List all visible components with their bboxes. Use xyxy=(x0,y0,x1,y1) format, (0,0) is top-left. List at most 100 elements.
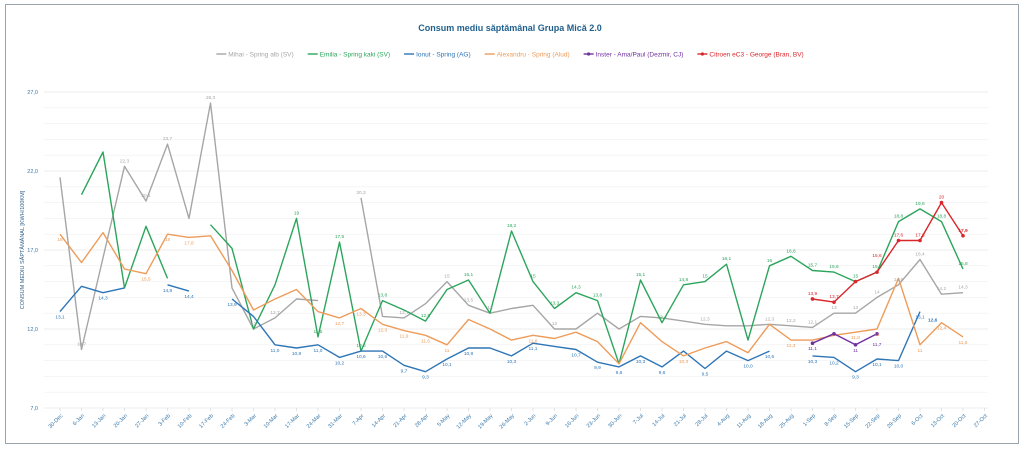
data-label: 14,8 xyxy=(679,277,689,283)
data-label: 18,2 xyxy=(507,223,517,229)
data-label: 13,7 xyxy=(829,294,839,300)
x-tick-label: 4-Aug xyxy=(716,413,731,428)
data-label: 13,8 xyxy=(378,293,388,299)
data-label: 12,3 xyxy=(765,316,775,322)
data-label: 10,2 xyxy=(829,360,839,366)
x-tick-label: 24-Mar xyxy=(306,413,323,430)
x-tick-label: 24-Feb xyxy=(220,413,237,430)
x-tick-label: 27-Jan xyxy=(134,413,150,429)
data-label: 13 xyxy=(831,305,837,311)
data-label: 14,4 xyxy=(184,294,194,300)
x-axis: 30-Dec 6-Jan 13-Jan 20-Jan 27-Jan 3-Feb 10-Feb… xyxy=(48,408,989,430)
data-label: 13,8 xyxy=(593,293,603,299)
data-label: 9,9 xyxy=(594,365,601,371)
x-tick-label: 9-Jun xyxy=(545,413,559,427)
series-line xyxy=(812,333,878,346)
data-point xyxy=(875,331,879,336)
x-tick-label: 23-Jun xyxy=(586,413,602,429)
x-tick-label: 6-Oct xyxy=(911,413,925,427)
y-tick-label: 17,0 xyxy=(27,248,38,254)
data-point xyxy=(875,270,879,274)
series-line xyxy=(80,151,964,365)
data-label: 12,3 xyxy=(700,316,710,322)
data-label: 15,7 xyxy=(808,263,818,269)
data-point xyxy=(939,200,944,205)
data-label: 17,5 xyxy=(335,234,345,240)
series-0 xyxy=(59,102,964,351)
annotation-label: 12,6 xyxy=(928,318,938,324)
data-label: 17,9 xyxy=(958,228,968,234)
legend-item: Ionut - Spring (AG) xyxy=(404,52,471,59)
chart-title: Consum mediu săptămânal Grupa Mică 2.0 xyxy=(418,23,602,33)
data-label: 10,3 xyxy=(507,359,517,365)
data-label: 14,3 xyxy=(571,285,581,291)
series-1 xyxy=(80,151,964,365)
data-label: 17,6 xyxy=(915,233,925,239)
data-label: 13,3 xyxy=(356,311,366,317)
data-label: 11,1 xyxy=(529,346,538,352)
data-label: 15,1 xyxy=(464,272,474,278)
data-label: 12 xyxy=(251,321,257,327)
data-label: 13,3 xyxy=(550,300,560,306)
data-label: 16,1 xyxy=(722,256,732,262)
data-label: 12,7 xyxy=(399,310,409,316)
data-label: 9,3 xyxy=(422,375,429,381)
x-tick-label: 28-Apr xyxy=(414,413,430,429)
data-label: 19,6 xyxy=(915,201,925,207)
x-tick-label: 31-Mar xyxy=(327,413,344,430)
x-tick-label: 30-Dec xyxy=(48,413,65,430)
data-label: 15,6 xyxy=(872,253,882,259)
data-label: 11,5 xyxy=(959,340,968,346)
data-label: 18,8 xyxy=(894,214,904,220)
data-label: 15,1 xyxy=(636,272,646,278)
data-label: 10,3 xyxy=(679,359,689,365)
data-label: 10,1 xyxy=(442,362,452,368)
data-label: 14,3 xyxy=(958,285,968,291)
data-label: 16 xyxy=(767,258,773,264)
series-line xyxy=(812,201,964,303)
x-tick-label: 26-May xyxy=(499,413,516,430)
legend-marker xyxy=(700,52,704,56)
data-label: 11 xyxy=(918,348,923,354)
x-tick-label: 25-Aug xyxy=(779,413,796,430)
x-tick-label: 19-May xyxy=(477,413,494,430)
legend-item: Emilia - Spring kaki (SV) xyxy=(307,52,390,59)
x-tick-label: 5-May xyxy=(436,413,451,428)
data-point xyxy=(853,343,858,347)
data-labels: 10,7 22,3 20,1 23,7 26,3 12 12,7 20,3 12,7 15 13,5… xyxy=(55,95,968,381)
data-label: 9,7 xyxy=(401,368,408,374)
data-label: 11,8 xyxy=(851,335,860,341)
series-4 xyxy=(810,331,879,347)
data-label: 11,3 xyxy=(787,343,796,349)
data-label: 12 xyxy=(874,332,880,338)
data-label: 12,7 xyxy=(335,321,345,327)
data-point xyxy=(832,331,836,336)
data-label: 10,6 xyxy=(765,354,775,360)
x-tick-label: 17-Feb xyxy=(198,413,215,430)
data-label: 13 xyxy=(853,305,859,311)
y-axis: 7,0 12,0 17,0 22,0 27,0 xyxy=(27,90,38,412)
x-tick-label: 22-Sep xyxy=(865,413,882,430)
data-label: 10,2 xyxy=(335,360,345,366)
data-point xyxy=(961,233,965,238)
data-point xyxy=(896,238,901,243)
x-tick-label: 14-Jul xyxy=(652,413,667,428)
x-tick-label: 18-Aug xyxy=(757,413,774,430)
x-tick-label: 3-Feb xyxy=(158,413,172,427)
data-point xyxy=(918,238,922,243)
data-label: 15,5 xyxy=(141,277,151,283)
legend-item: Mihai - Spring alb (SV) xyxy=(216,52,294,59)
data-label: 18 xyxy=(165,237,171,243)
x-tick-label: 2-Jun xyxy=(523,413,537,427)
legend-label: Emilia - Spring kaki (SV) xyxy=(320,52,390,59)
x-tick-label: 3-Mar xyxy=(244,413,259,428)
data-label: 10,1 xyxy=(872,362,882,368)
data-label: 10,8 xyxy=(464,351,474,357)
data-label: 10,3 xyxy=(636,359,646,365)
data-label: 11,5 xyxy=(314,329,323,335)
data-label: 12,4 xyxy=(937,326,947,332)
data-label: 10,7 xyxy=(571,353,581,359)
legend-label: Citroen eC3 - George (Bran, BV) xyxy=(709,52,803,59)
data-label: 23,7 xyxy=(163,136,173,142)
